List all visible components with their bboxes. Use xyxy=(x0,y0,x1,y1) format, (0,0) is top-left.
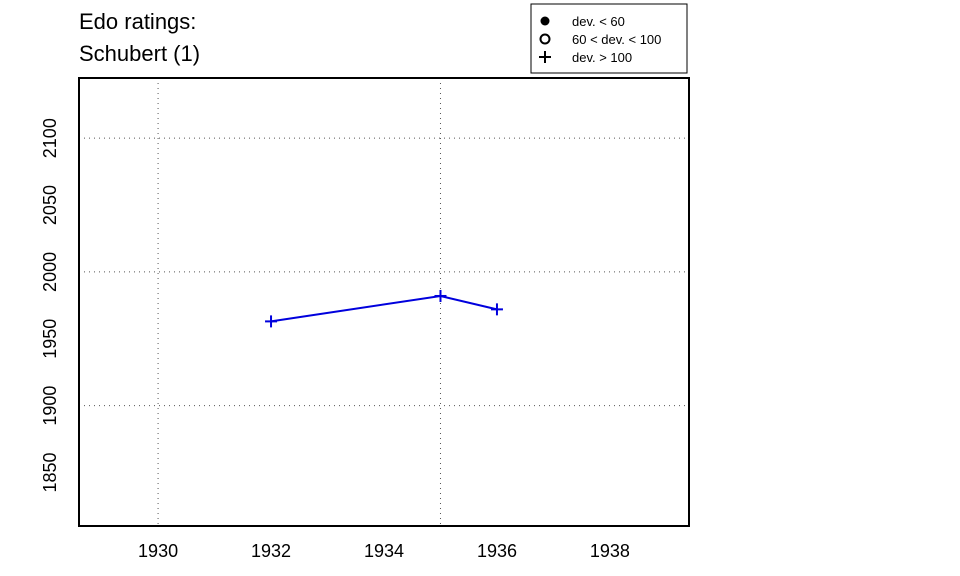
y-tick-label: 2050 xyxy=(40,185,60,225)
legend-plus-icon xyxy=(539,51,551,63)
grid xyxy=(79,78,689,526)
x-axis-ticks: 1930 1932 1934 1936 1938 xyxy=(138,541,630,561)
legend: dev. < 60 60 < dev. < 100 dev. > 100 xyxy=(530,3,688,74)
legend-label-3: dev. > 100 xyxy=(572,50,632,65)
legend-box xyxy=(530,3,688,74)
legend-label-2: 60 < dev. < 100 xyxy=(572,32,661,47)
x-tick-label: 1932 xyxy=(251,541,291,561)
x-tick-label: 1930 xyxy=(138,541,178,561)
plot-frame xyxy=(78,77,690,527)
chart-title-line-1: Edo ratings: xyxy=(79,9,196,34)
y-tick-label: 1850 xyxy=(40,452,60,492)
x-tick-label: 1938 xyxy=(590,541,630,561)
y-axis-ticks: 1850 1900 1950 2000 2050 2100 xyxy=(40,118,60,492)
legend-open-circle-icon xyxy=(539,33,551,45)
data-point-plus-icon xyxy=(490,303,503,316)
x-tick-label: 1934 xyxy=(364,541,404,561)
data-point-plus-icon xyxy=(265,315,278,328)
data-point-plus-icon xyxy=(434,289,447,302)
y-tick-label: 2000 xyxy=(40,252,60,292)
legend-filled-circle-icon xyxy=(540,16,550,26)
x-tick-label: 1936 xyxy=(477,541,517,561)
series-layer xyxy=(265,289,503,328)
series-line xyxy=(270,294,498,323)
chart-title-line-2: Schubert (1) xyxy=(79,41,200,66)
legend-label-1: dev. < 60 xyxy=(572,14,625,29)
y-tick-label: 2100 xyxy=(40,118,60,158)
y-tick-label: 1950 xyxy=(40,319,60,359)
y-tick-label: 1900 xyxy=(40,386,60,426)
